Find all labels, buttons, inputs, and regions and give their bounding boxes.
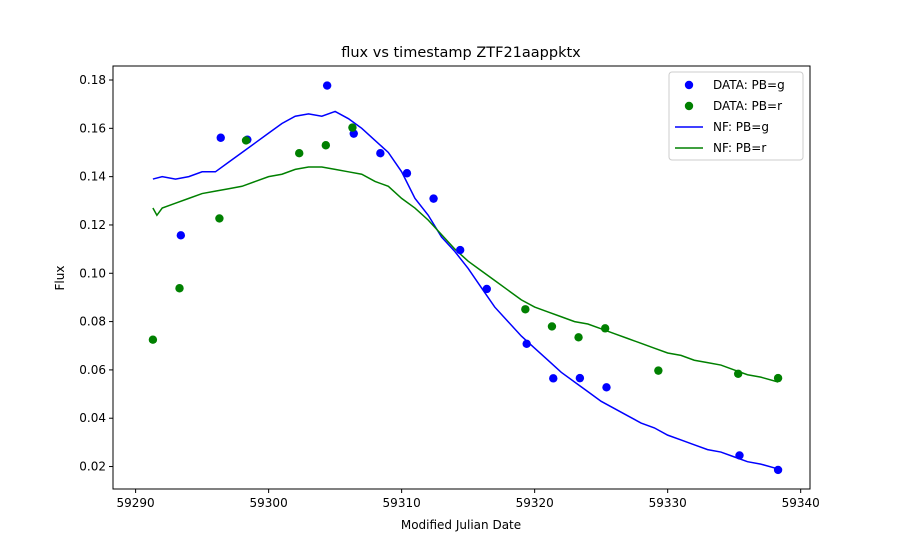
y-tick-label-6: 0.14	[79, 170, 106, 184]
x-axis: 59290 59300 59310 59320 59330 59340	[117, 489, 820, 510]
data-point-1-1	[175, 284, 184, 293]
y-tick-label-4: 0.10	[79, 266, 106, 280]
chart-title: flux vs timestamp ZTF21aappktx	[341, 45, 581, 61]
data-point-1-6	[348, 123, 357, 132]
data-point-0-0	[176, 231, 186, 240]
y-tick-label-5: 0.12	[79, 218, 106, 232]
data-point-1-2	[215, 214, 224, 223]
x-tick-label-5: 59340	[782, 496, 820, 510]
y-tick-label-8: 0.18	[79, 73, 106, 87]
data-point-1-0	[148, 335, 158, 344]
legend-marker-0	[684, 80, 694, 90]
data-point-0-9	[482, 284, 491, 294]
data-point-0-14	[735, 451, 744, 460]
data-point-1-4	[295, 149, 304, 158]
plot-area	[148, 81, 783, 475]
x-tick-label-2: 59310	[383, 496, 421, 510]
data-point-0-13	[602, 383, 611, 392]
series-line-2	[152, 110, 779, 470]
y-axis: 0.02 0.04 0.06 0.08 0.10 0.12 0.14 0.16 0.18	[79, 73, 113, 474]
x-tick-label-0: 59290	[117, 496, 155, 510]
data-point-0-1	[216, 133, 225, 142]
legend: DATA: PB=g DATA: PB=r NF: PB=g NF: PB=r	[668, 71, 804, 161]
data-point-1-3	[241, 136, 251, 145]
legend-label-3: NF: PB=r	[713, 141, 766, 155]
axes-frame	[112, 65, 811, 490]
legend-marker-1	[684, 101, 694, 111]
legend-box	[668, 71, 804, 161]
x-tick-label-3: 59320	[516, 496, 554, 510]
data-point-0-7	[429, 194, 438, 203]
data-point-1-10	[600, 324, 610, 333]
legend-label-1: DATA: PB=r	[713, 99, 782, 113]
data-point-0-15	[773, 465, 783, 475]
data-point-0-3	[322, 81, 332, 90]
data-point-1-11	[654, 366, 663, 375]
data-point-1-12	[733, 369, 743, 378]
series-line-3	[152, 166, 779, 383]
y-axis-label: Flux	[53, 266, 67, 291]
y-tick-label-0: 0.02	[79, 460, 106, 474]
data-point-1-7	[521, 305, 530, 314]
data-point-0-8	[455, 245, 465, 255]
data-point-0-12	[575, 373, 585, 383]
y-tick-label-3: 0.08	[79, 315, 106, 329]
x-tick-label-1: 59300	[250, 496, 288, 510]
data-point-0-5	[376, 149, 385, 158]
y-tick-label-1: 0.04	[79, 411, 106, 425]
data-point-0-10	[522, 339, 531, 349]
y-tick-label-2: 0.06	[79, 363, 106, 377]
data-point-1-5	[321, 141, 331, 150]
data-point-1-13	[773, 373, 783, 383]
legend-label-0: DATA: PB=g	[713, 78, 785, 92]
x-tick-label-4: 59330	[649, 496, 687, 510]
data-point-0-11	[549, 374, 558, 383]
legend-label-2: NF: PB=g	[713, 120, 769, 134]
data-point-0-6	[402, 169, 412, 178]
x-axis-label: Modified Julian Date	[401, 518, 521, 532]
data-point-1-8	[547, 322, 557, 331]
data-point-1-9	[574, 333, 583, 342]
y-tick-label-7: 0.16	[79, 121, 106, 135]
